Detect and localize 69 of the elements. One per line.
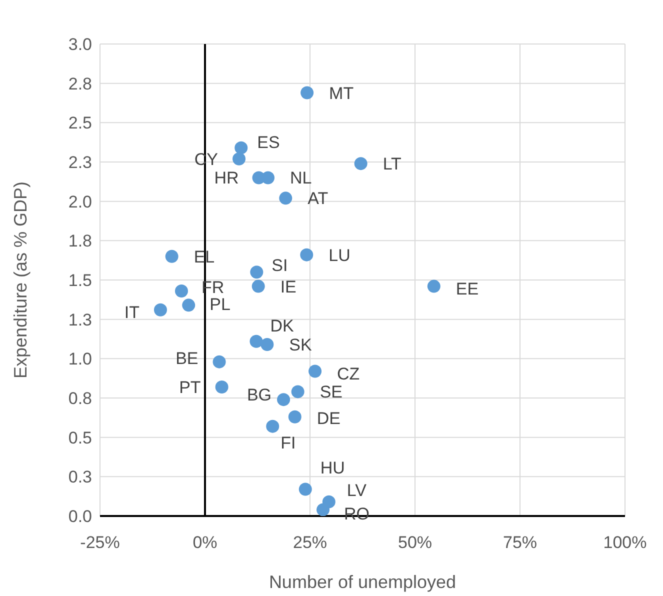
point: [215, 380, 228, 394]
point: [308, 364, 322, 378]
y-tick-label: 1.0: [68, 350, 92, 369]
annotation: PT: [179, 378, 201, 397]
annotation: HU: [320, 458, 345, 478]
annotation: MT: [329, 84, 354, 103]
y-tick-label: 0.0: [68, 507, 92, 526]
y-axis-title: Expenditure (as % GDP): [10, 181, 30, 379]
x-tick-label: 50%: [398, 533, 432, 552]
point: [300, 86, 314, 100]
annotation: PL: [210, 295, 230, 314]
point: [250, 334, 263, 348]
point: [182, 298, 196, 312]
x-tick-label: 100%: [603, 533, 647, 552]
point: [277, 393, 290, 406]
x-tick-label: 75%: [502, 533, 538, 552]
point: [279, 192, 292, 205]
point: [250, 266, 264, 279]
point: [291, 385, 304, 398]
annotation: DE: [316, 408, 341, 428]
annotation: LU: [328, 246, 350, 265]
point: [260, 338, 274, 352]
y-tick-label: 2.3: [68, 153, 92, 172]
y-tick-label: 2.8: [68, 74, 92, 94]
annotation: BE: [176, 348, 198, 368]
annotation: SE: [320, 382, 343, 402]
y-tick-label: 1.3: [68, 310, 92, 330]
x-axis-title: Number of unemployed: [268, 572, 456, 592]
annotation: HR: [214, 168, 239, 188]
annotation: LT: [382, 154, 402, 174]
annotation: DK: [270, 316, 295, 336]
x-tick-label: 0%: [192, 533, 218, 552]
point: [232, 152, 246, 166]
y-tick-label: 0.3: [68, 468, 92, 487]
point: [165, 250, 178, 263]
point: [174, 284, 188, 298]
y-tick-label: 0.5: [68, 428, 92, 448]
annotation: AT: [308, 189, 328, 208]
annotation: CZ: [337, 364, 360, 384]
point: [316, 503, 330, 516]
point: [300, 248, 314, 262]
point: [266, 420, 280, 433]
annotation: NL: [290, 168, 312, 188]
x-tick-label: 25%: [292, 533, 328, 552]
y-tick-label: 1.5: [68, 271, 92, 290]
y-tick-label: 3.0: [68, 35, 92, 54]
point: [262, 171, 274, 184]
annotation: ES: [257, 132, 280, 152]
y-tick-label: 2.5: [68, 114, 92, 133]
y-tick-label: 2.0: [68, 192, 92, 212]
annotation: IT: [124, 302, 140, 322]
y-tick-label: 1.8: [68, 232, 92, 251]
annotation: BG: [246, 386, 272, 405]
annotation: SK: [289, 336, 312, 355]
point: [427, 280, 440, 293]
point: [212, 355, 226, 368]
point: [154, 303, 167, 316]
point: [234, 141, 248, 154]
point: [288, 410, 302, 424]
point: [252, 280, 265, 293]
annotation: IE: [280, 277, 296, 296]
point: [298, 482, 312, 496]
point: [354, 157, 368, 170]
x-tick-label: -25%: [80, 533, 120, 552]
y-tick-label: 0.8: [68, 389, 92, 408]
annotation: FI: [280, 433, 296, 452]
annotation: LV: [346, 480, 368, 500]
annotation: EE: [456, 279, 479, 298]
annotation: SI: [272, 256, 288, 276]
